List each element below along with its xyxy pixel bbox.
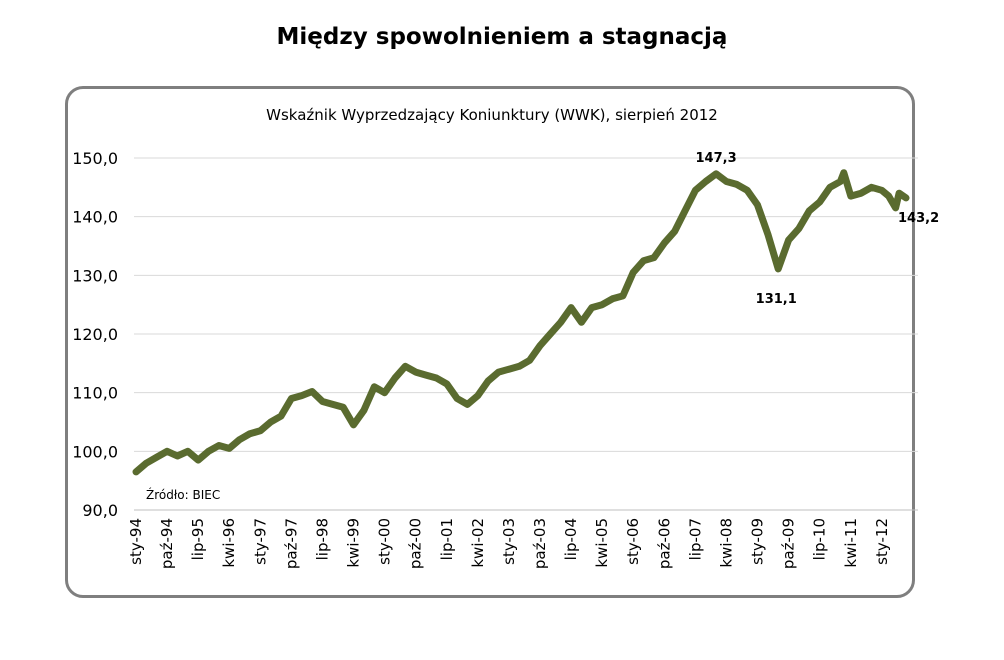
y-axis-ticks: 90,0 100,0 110,0 120,0 130,0 140,0 150,0	[72, 149, 118, 520]
x-tick-label: sty-94	[127, 518, 145, 565]
x-tick-label: sty-97	[251, 518, 269, 565]
x-tick-label: kwi-08	[717, 518, 735, 568]
y-tick-label: 110,0	[72, 384, 118, 403]
y-tick-label: 90,0	[82, 501, 118, 520]
x-tick-label: paź-09	[780, 518, 798, 569]
x-tick-label: paź-03	[531, 518, 549, 569]
x-tick-label: lip-95	[189, 518, 207, 560]
y-tick-label: 120,0	[72, 325, 118, 344]
source-note: Źródło: BIEC	[146, 487, 220, 502]
x-tick-label: kwi-99	[345, 518, 363, 568]
x-tick-label: kwi-11	[842, 518, 860, 568]
x-tick-label: lip-07	[686, 518, 704, 560]
x-axis-ticks: sty-94 paź-94 lip-95 kwi-96 sty-97 paź-97 lip-…	[127, 518, 891, 569]
x-tick-label: kwi-96	[220, 518, 238, 568]
annotations: 147,3 131,1 143,2	[696, 151, 940, 307]
x-tick-label: paź-06	[655, 518, 673, 569]
x-tick-label: paź-00	[407, 518, 425, 569]
x-tick-label: sty-03	[500, 518, 518, 565]
series-line	[132, 169, 910, 476]
y-tick-label: 140,0	[72, 208, 118, 227]
x-tick-label: kwi-02	[469, 518, 487, 568]
data-label: 143,2	[898, 211, 939, 226]
x-tick-label: paź-94	[158, 518, 176, 569]
chart-title: Wskaźnik Wyprzedzający Koniunktury (WWK)…	[266, 106, 718, 124]
x-tick-label: lip-01	[438, 518, 456, 560]
series-layer	[132, 169, 910, 476]
grid-lines	[134, 157, 918, 452]
x-tick-label: paź-97	[282, 518, 300, 569]
y-tick-label: 130,0	[72, 266, 118, 285]
x-tick-label: sty-09	[749, 518, 767, 565]
x-tick-label: sty-06	[624, 518, 642, 565]
data-label: 147,3	[696, 151, 737, 166]
x-tick-label: lip-98	[313, 518, 331, 560]
x-tick-label: lip-04	[562, 518, 580, 560]
x-tick-label: lip-10	[811, 518, 829, 560]
data-label: 131,1	[756, 292, 797, 307]
page-title: Między spowolnieniem a stagnacją	[276, 24, 728, 50]
y-tick-label: 100,0	[72, 442, 118, 461]
y-tick-label: 150,0	[72, 149, 118, 168]
x-tick-label: sty-00	[376, 518, 394, 565]
chart-frame	[65, 86, 915, 598]
x-tick-label: sty-12	[873, 518, 891, 565]
x-tick-label: kwi-05	[593, 518, 611, 568]
